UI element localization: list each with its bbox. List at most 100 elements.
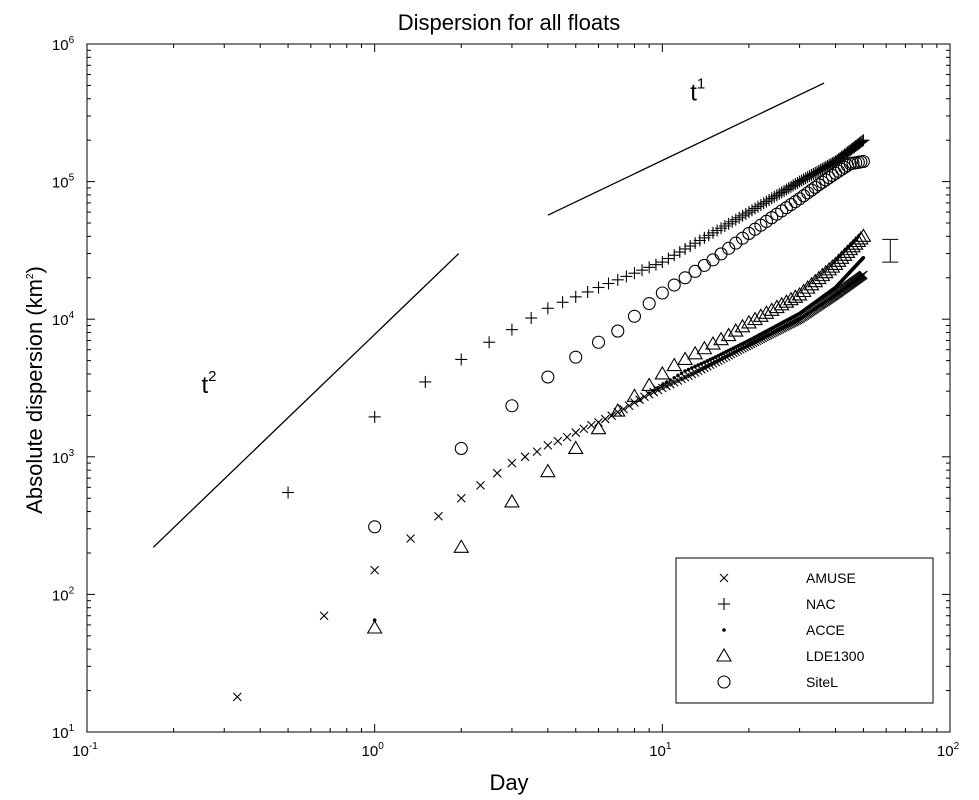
data-point-sitel: [505, 399, 519, 413]
y-axis: 101 102 103 104 105 106: [52, 35, 950, 742]
slope-label: t1: [690, 75, 705, 106]
slope-reference-line: [152, 253, 460, 548]
data-point-acce: [683, 369, 687, 373]
data-point-sitel: [688, 264, 702, 278]
data-point-amuse: [624, 401, 634, 411]
data-point-acce: [664, 380, 669, 385]
data-point-acce: [686, 367, 691, 372]
data-point-acce: [702, 360, 707, 365]
data-point-nac: [684, 240, 697, 253]
data-point-lde1300: [696, 340, 713, 355]
data-point-acce: [690, 366, 694, 370]
data-point-nac: [649, 258, 662, 271]
data-point-sitel: [368, 520, 382, 534]
data-point-sitel: [541, 370, 555, 384]
data-point-lde1300: [734, 318, 751, 333]
data-point-lde1300: [609, 402, 626, 417]
data-point-nac: [733, 211, 746, 224]
data-point-sitel: [655, 286, 669, 300]
data-point-amuse: [594, 417, 603, 427]
data-point-sitel: [678, 271, 692, 285]
data-point-amuse: [476, 480, 485, 490]
data-point-nac: [581, 285, 594, 298]
legend-marker-nac: [718, 598, 730, 610]
data-point-acce: [705, 359, 710, 363]
data-point-acce: [656, 385, 660, 390]
data-point-lde1300: [783, 291, 799, 306]
y-tick-label: 101: [52, 723, 75, 742]
data-point-amuse: [543, 441, 553, 450]
data-point-amuse: [319, 611, 329, 621]
data-point-nac: [656, 256, 669, 269]
legend-label: LDE1300: [806, 648, 865, 664]
data-point-nac: [602, 277, 615, 290]
data-point-nac: [662, 252, 675, 265]
data-point-sitel: [642, 296, 656, 311]
data-point-sitel: [722, 241, 736, 255]
data-point-lde1300: [453, 539, 470, 553]
x-tick-label: 101: [649, 741, 672, 760]
data-point-acce: [861, 255, 866, 260]
data-point-nac: [816, 162, 829, 175]
data-point-nac: [775, 186, 788, 199]
data-point-nac: [368, 410, 381, 423]
data-point-nac: [818, 161, 831, 174]
data-point-amuse: [640, 392, 649, 402]
legend: AMUSE NAC ACCE LDE1300 SiteL: [675, 557, 934, 704]
data-point-sitel: [822, 171, 836, 185]
data-point-amuse: [492, 468, 502, 478]
data-point-nac: [856, 135, 869, 148]
data-point-sitel: [627, 309, 642, 323]
data-point-nac: [689, 237, 702, 250]
data-point-nac: [824, 158, 837, 171]
legend-box: [675, 557, 934, 704]
data-point-lde1300: [850, 233, 867, 248]
data-point-lde1300: [845, 238, 861, 253]
y-tick-label: 106: [52, 35, 75, 54]
data-point-amuse: [619, 404, 628, 414]
data-point-nac: [729, 213, 742, 226]
data-point-nac: [505, 323, 518, 336]
data-point-lde1300: [641, 377, 658, 392]
data-point-amuse: [653, 385, 663, 395]
legend-label: ACCE: [806, 622, 845, 638]
data-point-amuse: [507, 458, 517, 468]
data-point-nac: [757, 197, 770, 210]
data-point-sitel: [591, 335, 606, 349]
data-point-nac: [556, 296, 569, 309]
data-point-nac: [628, 267, 641, 280]
data-point-nac: [736, 209, 749, 222]
data-point-lde1300: [855, 228, 872, 242]
series-sitel: [368, 154, 870, 534]
data-point-sitel: [812, 178, 826, 192]
y-axis-label: Absolute dispersion (km2): [22, 266, 47, 514]
data-point-nac: [592, 281, 605, 294]
legend-marker-sitel: [717, 675, 731, 689]
data-point-sitel: [697, 258, 711, 272]
legend-label: AMUSE: [806, 570, 856, 586]
data-point-nac: [673, 246, 686, 259]
data-point-nac: [778, 184, 791, 197]
data-point-nac: [636, 264, 649, 277]
data-point-sitel: [729, 236, 743, 250]
data-point-amuse: [562, 432, 572, 442]
data-point-nac: [611, 273, 624, 286]
data-point-nac: [541, 302, 554, 315]
series-lde1300: [366, 228, 872, 634]
data-point-lde1300: [720, 327, 737, 342]
y-tick-label: 102: [52, 585, 75, 604]
data-point-sitel: [611, 324, 625, 338]
data-point-sitel: [779, 201, 793, 215]
series-layer: [232, 134, 872, 702]
data-point-lde1300: [503, 493, 520, 508]
series-nac: [282, 134, 870, 499]
data-point-lde1300: [821, 261, 838, 276]
data-point-sitel: [797, 189, 811, 203]
data-point-nac: [620, 270, 633, 283]
data-point-amuse: [635, 395, 644, 405]
data-point-acce: [676, 373, 680, 378]
data-point-sitel: [819, 173, 833, 187]
data-point-lde1300: [740, 314, 757, 329]
data-point-amuse: [553, 436, 563, 446]
